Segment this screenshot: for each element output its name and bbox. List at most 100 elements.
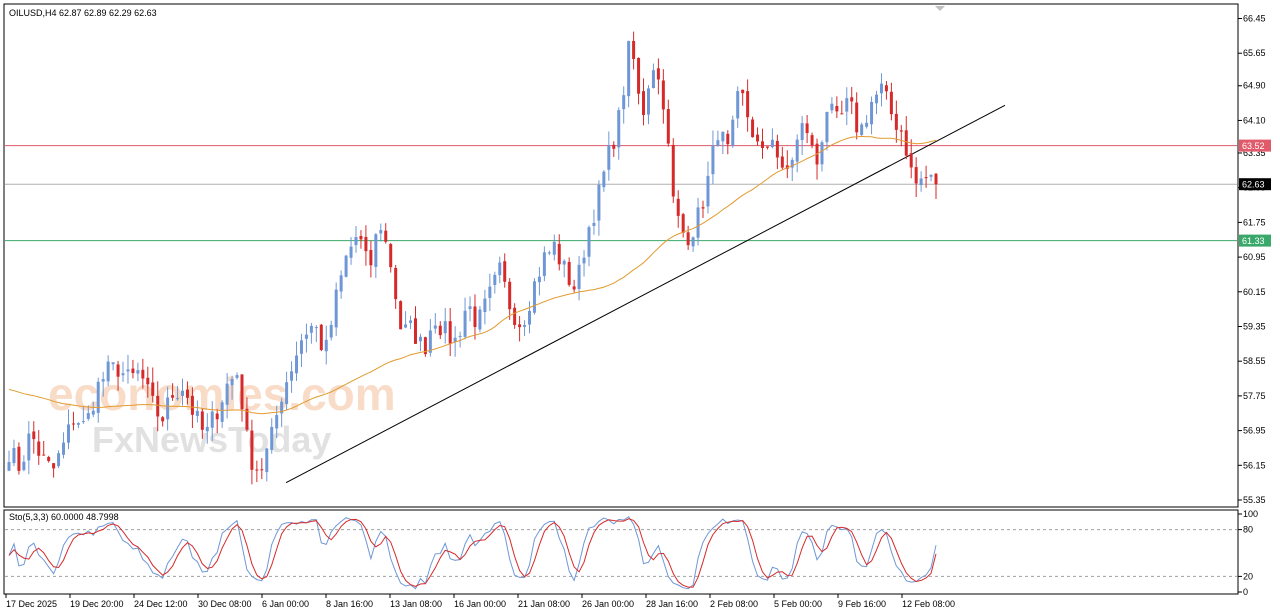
candle-body <box>453 337 457 342</box>
candle-body <box>329 324 333 338</box>
candle-body <box>637 58 641 94</box>
stoch-plot-frame <box>3 509 1239 595</box>
candle-body <box>765 146 769 148</box>
candle-body <box>181 390 185 396</box>
candle-body <box>309 325 313 333</box>
candle-body <box>810 135 814 146</box>
candle-body <box>389 244 393 268</box>
date-tick-label: 13 Jan 08:00 <box>390 599 442 609</box>
candle-body <box>166 397 170 420</box>
candle-body <box>894 113 898 130</box>
candle-body <box>751 119 755 138</box>
candle-body <box>116 364 120 377</box>
moving-average-line <box>8 135 937 415</box>
candle-body <box>919 178 923 186</box>
candle-body <box>587 227 591 257</box>
candle-body <box>151 382 155 396</box>
date-tick-label: 9 Feb 16:00 <box>838 599 886 609</box>
candle-body <box>671 144 675 197</box>
candle-body <box>374 234 378 267</box>
candle-body <box>379 230 383 234</box>
candle-body <box>488 286 492 298</box>
candle-body <box>32 431 36 440</box>
candle-body <box>399 301 403 330</box>
candle-body <box>354 237 358 246</box>
candle-body <box>617 110 621 148</box>
price-tick-label: 56.95 <box>1243 426 1266 436</box>
resistance-price-tag <box>1239 139 1271 152</box>
candle-body <box>101 379 105 382</box>
candle-body <box>37 441 41 456</box>
candle-body <box>597 184 601 221</box>
candle-body <box>81 421 85 423</box>
candle-body <box>433 325 437 329</box>
candle-body <box>52 463 56 469</box>
candle-body <box>131 368 135 374</box>
candle-body <box>230 378 234 386</box>
candle-body <box>195 410 199 416</box>
date-tick-label: 24 Dec 12:00 <box>134 599 188 609</box>
candle-body <box>646 88 650 115</box>
candle-body <box>518 324 522 328</box>
candle-body <box>865 122 869 127</box>
candle-body <box>478 309 482 330</box>
price-tick-label: 60.95 <box>1243 252 1266 262</box>
candle-body <box>731 119 735 146</box>
candle-body <box>701 207 705 209</box>
date-tick-label: 5 Feb 00:00 <box>774 599 822 609</box>
candle-body <box>627 41 631 97</box>
candle-body <box>86 413 90 419</box>
candle-body <box>835 105 839 112</box>
candle-body <box>756 134 760 142</box>
candle-body <box>929 174 933 177</box>
date-tick-label: 26 Jan 00:00 <box>582 599 634 609</box>
candle-body <box>790 159 794 168</box>
candle-body <box>334 289 338 328</box>
candle-body <box>409 320 413 323</box>
price-tick-label: 64.10 <box>1243 115 1266 125</box>
candles-layer <box>7 31 938 485</box>
candle-body <box>413 318 417 344</box>
candle-body <box>126 369 130 372</box>
candle-body <box>780 156 784 168</box>
price-tick-label: 55.35 <box>1243 495 1266 505</box>
candle-body <box>280 401 284 414</box>
candle-body <box>547 252 551 254</box>
candle-body <box>681 214 685 233</box>
candle-body <box>205 426 209 432</box>
candle-body <box>22 461 26 471</box>
candle-body <box>210 411 214 428</box>
trendline <box>285 104 1006 484</box>
date-tick-label: 17 Dec 2025 <box>6 599 57 609</box>
candle-body <box>339 275 343 292</box>
candle-body <box>870 101 874 125</box>
candle-body <box>909 153 913 168</box>
candle-body <box>176 398 180 400</box>
current-price-tag-label: 62.63 <box>1242 180 1265 190</box>
candle-body <box>661 80 665 110</box>
stoch-panel <box>3 509 1239 595</box>
candle-body <box>423 337 427 355</box>
candle-body <box>820 142 824 165</box>
candle-body <box>875 94 879 104</box>
candle-body <box>270 426 274 450</box>
candle-body <box>344 255 348 277</box>
candle-body <box>245 408 249 430</box>
candle-body <box>359 236 363 240</box>
ma-layer <box>8 135 937 415</box>
candle-body <box>850 97 854 102</box>
levels-layer <box>5 145 1237 242</box>
candle-body <box>394 267 398 300</box>
candle-body <box>240 374 244 410</box>
price-tick-label: 61.75 <box>1243 217 1266 227</box>
stoch-tick-label: 20 <box>1243 571 1253 581</box>
candle-body <box>428 330 432 353</box>
stoch-layer: 100 80 20 0 <box>5 509 1258 597</box>
candle-body <box>746 91 750 118</box>
candle-body <box>716 140 720 146</box>
chart-shift-marker-icon[interactable] <box>935 6 945 11</box>
candle-body <box>384 230 388 242</box>
candle-body <box>523 324 527 327</box>
candle-body <box>696 207 700 238</box>
